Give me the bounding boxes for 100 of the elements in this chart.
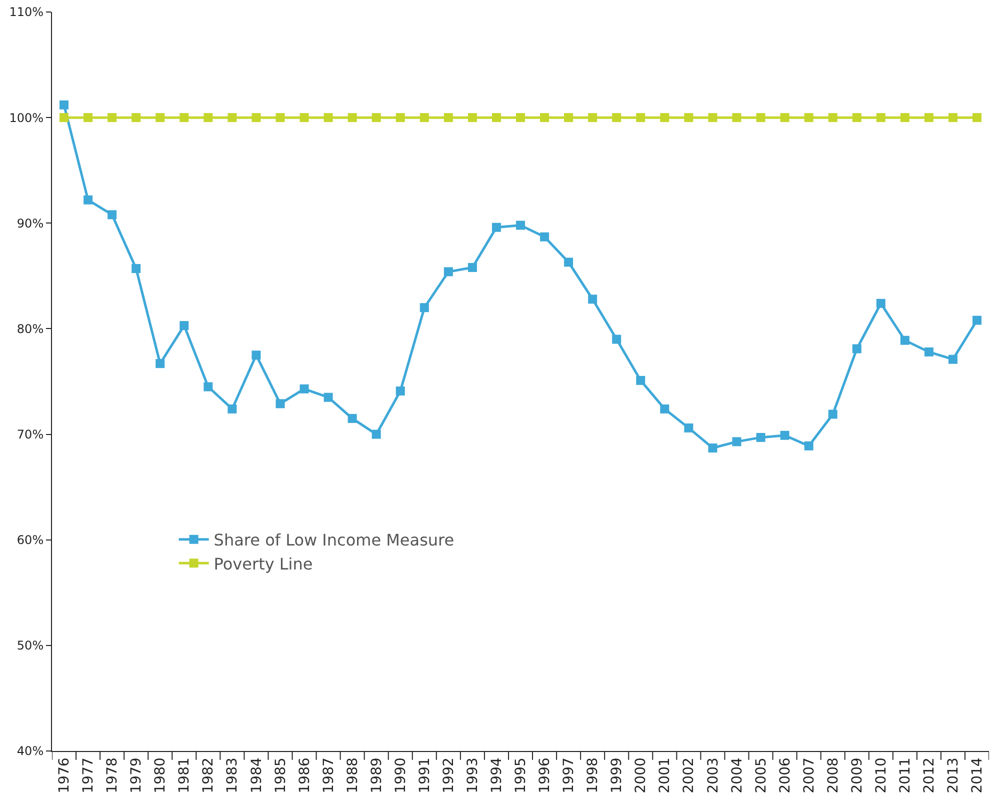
x-tick-label: 2009	[849, 758, 866, 794]
x-tick-label: 1986	[296, 758, 313, 794]
point	[828, 113, 838, 122]
point	[948, 113, 958, 122]
point	[372, 113, 381, 122]
x-tick-label: 2012	[921, 758, 938, 794]
point	[60, 113, 69, 122]
point	[804, 441, 814, 450]
point	[804, 113, 814, 122]
y-tick-label: 90%	[16, 216, 44, 230]
point	[564, 258, 574, 267]
x-tick-label: 1996	[537, 758, 554, 794]
point	[468, 113, 477, 122]
x-tick-label: 2010	[873, 758, 890, 794]
point	[492, 222, 501, 232]
point	[852, 113, 862, 122]
point	[732, 113, 742, 122]
point	[852, 344, 862, 354]
point	[876, 113, 886, 122]
x-tick-label: 2003	[705, 758, 722, 794]
x-tick-label: 1988	[344, 758, 361, 794]
x-tick-label: 1987	[320, 758, 337, 794]
point	[540, 113, 550, 122]
x-tick-label: 1976	[56, 758, 73, 794]
x-tick-label: 2006	[777, 758, 794, 794]
legend-label: Poverty Line	[214, 554, 313, 574]
point	[300, 113, 309, 122]
point	[252, 113, 261, 122]
point	[780, 430, 790, 440]
point	[924, 113, 934, 122]
point	[612, 334, 622, 344]
y-tick-label: 80%	[16, 322, 44, 336]
x-tick-label: 1977	[80, 758, 97, 794]
x-tick-label: 1978	[104, 758, 121, 794]
x-tick-label: 1995	[513, 758, 530, 794]
point	[348, 113, 357, 122]
x-tick-label: 1982	[200, 758, 217, 794]
point	[660, 404, 670, 414]
point	[324, 113, 333, 122]
point	[588, 113, 598, 122]
y-tick-label: 110%	[9, 5, 44, 20]
x-tick-label: 1990	[392, 758, 409, 794]
point	[276, 399, 285, 408]
point	[756, 432, 766, 442]
y-tick-label: 100%	[9, 110, 44, 125]
point	[108, 210, 117, 220]
point	[876, 298, 886, 308]
x-tick-label: 1984	[248, 758, 265, 794]
point	[516, 220, 525, 230]
y-tick-label: 70%	[16, 427, 44, 442]
point	[396, 113, 405, 122]
x-tick-label: 1993	[465, 758, 481, 794]
point	[132, 264, 141, 274]
point	[900, 336, 910, 345]
x-tick-label: 2002	[681, 758, 698, 794]
point	[612, 113, 622, 122]
point	[180, 113, 189, 122]
point	[732, 437, 742, 446]
point	[276, 113, 285, 122]
x-tick-label: 1989	[368, 758, 385, 794]
point	[420, 113, 429, 122]
point	[324, 392, 333, 402]
point	[540, 232, 550, 242]
point	[204, 113, 213, 122]
point	[156, 113, 165, 122]
y-tick-label: 40%	[16, 744, 44, 758]
point	[708, 444, 718, 453]
point	[468, 262, 477, 272]
point	[84, 113, 93, 122]
x-tick-label: 2004	[729, 758, 746, 794]
point	[492, 113, 501, 122]
point	[828, 410, 838, 419]
point	[948, 354, 958, 364]
point	[780, 113, 790, 122]
point	[924, 347, 934, 356]
point	[684, 423, 694, 432]
x-tick-label: 2005	[753, 758, 770, 794]
x-tick-label: 1998	[585, 758, 602, 794]
point	[684, 113, 694, 122]
x-tick-label: 1997	[561, 758, 578, 794]
point	[564, 113, 574, 122]
point	[84, 195, 93, 204]
x-tick-label: 1999	[609, 758, 626, 794]
x-tick-label: 2013	[946, 758, 962, 794]
x-tick-label: 2007	[801, 758, 818, 794]
point	[396, 386, 405, 396]
point	[972, 113, 982, 122]
point	[156, 359, 165, 368]
point	[972, 316, 982, 325]
x-tick-label: 2011	[897, 758, 914, 794]
x-tick-label: 1983	[224, 758, 241, 794]
point	[636, 376, 646, 385]
point	[228, 404, 237, 414]
x-tick-label: 1992	[440, 758, 457, 794]
x-tick-label: 2014	[970, 758, 986, 794]
point	[444, 267, 453, 276]
y-tick-label: 50%	[16, 638, 44, 653]
y-tick-label: 60%	[16, 533, 44, 548]
point	[180, 321, 189, 330]
x-tick-label: 2001	[657, 758, 674, 794]
